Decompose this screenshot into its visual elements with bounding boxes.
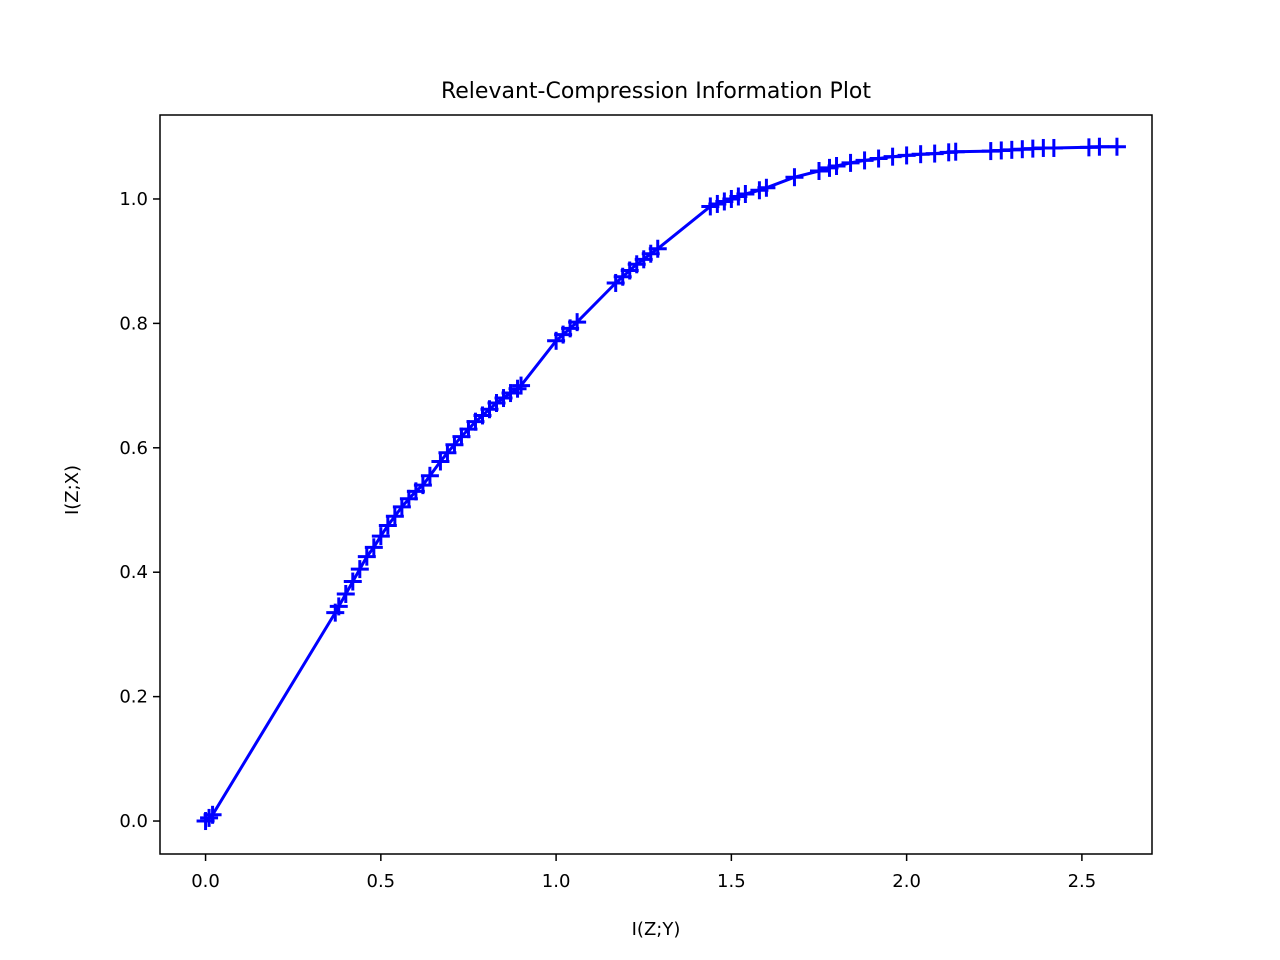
y-axis: 0.0 0.2 0.4 0.6 0.8 1.0	[119, 189, 160, 832]
data-point	[329, 597, 348, 616]
x-tick-label: 1.5	[717, 871, 746, 892]
y-tick-label: 0.6	[119, 438, 148, 459]
data-point	[946, 142, 965, 161]
chart-title: Relevant-Compression Information Plot	[441, 79, 871, 104]
x-axis: 0.0 0.5 1.0 1.5 2.0 2.5	[191, 854, 1096, 892]
data-point	[827, 157, 846, 176]
data-point	[1107, 137, 1126, 156]
x-tick-label: 2.5	[1068, 871, 1097, 892]
x-axis-label: I(Z;Y)	[632, 919, 681, 940]
data-point	[203, 805, 222, 824]
series-layer	[196, 137, 1126, 831]
data-point	[869, 149, 888, 168]
data-point	[809, 161, 828, 180]
x-tick-label: 0.5	[367, 871, 396, 892]
data-point	[757, 178, 776, 197]
data-point	[736, 185, 755, 204]
data-point	[413, 476, 432, 495]
data-point	[420, 466, 439, 485]
data-point	[357, 547, 376, 566]
data-point	[508, 379, 527, 398]
data-point	[350, 560, 369, 579]
y-tick-label: 1.0	[119, 189, 148, 210]
data-point	[364, 538, 383, 557]
data-point	[371, 527, 390, 546]
y-tick-label: 0.4	[119, 562, 148, 583]
y-axis-label: I(Z;X)	[62, 465, 83, 515]
y-tick-label: 0.8	[119, 313, 148, 334]
data-point	[648, 239, 667, 258]
data-point	[378, 516, 397, 535]
data-point	[1090, 137, 1109, 156]
data-point	[568, 313, 587, 332]
y-tick-label: 0.0	[119, 811, 148, 832]
x-tick-label: 2.0	[892, 871, 921, 892]
y-tick-label: 0.2	[119, 687, 148, 708]
axes-frame	[159, 114, 1153, 855]
data-point	[1044, 138, 1063, 157]
data-point	[385, 507, 404, 526]
x-tick-label: 1.0	[542, 871, 571, 892]
x-tick-label: 0.0	[191, 871, 220, 892]
data-point	[841, 153, 860, 172]
data-point	[855, 151, 874, 170]
data-point	[336, 584, 355, 603]
data-point	[785, 168, 804, 187]
data-point	[343, 572, 362, 591]
data-point	[512, 376, 531, 395]
data-point	[200, 808, 219, 827]
